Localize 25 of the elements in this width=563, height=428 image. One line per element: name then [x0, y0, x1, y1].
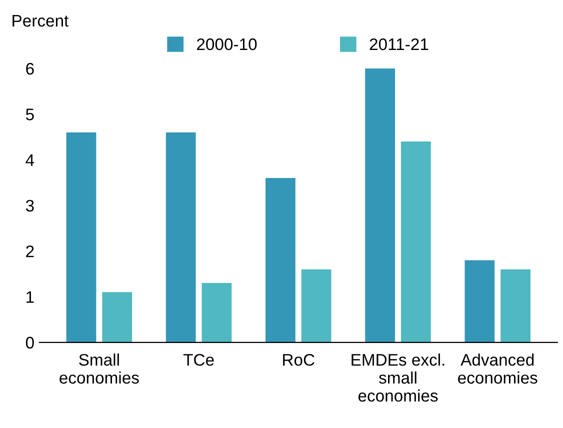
- bar: [365, 68, 396, 342]
- y-tick-label: 0: [26, 336, 34, 349]
- bar: [66, 132, 96, 342]
- y-tick-label: 4: [26, 154, 34, 166]
- y-tick-label: 3: [26, 200, 34, 212]
- y-axis-title: Percent: [12, 15, 69, 27]
- legend-label: 2000-10: [197, 38, 257, 50]
- bar: [464, 260, 495, 342]
- bar: [102, 292, 132, 342]
- bar: [301, 269, 332, 342]
- x-tick-label: RoC: [283, 354, 314, 366]
- bar: [500, 269, 530, 342]
- y-tick-label: 5: [26, 108, 34, 120]
- x-tick-label: TCe: [183, 354, 214, 366]
- x-tick-label: Advanced economies: [458, 354, 538, 384]
- bar: [400, 142, 431, 342]
- bar: [202, 283, 232, 342]
- y-tick-label: 1: [26, 291, 34, 303]
- y-tick-label: 6: [26, 62, 34, 75]
- x-tick-label: Small economies: [60, 354, 139, 384]
- bar: [166, 132, 196, 342]
- bar: [266, 178, 296, 342]
- legend-label: 2011-21: [370, 38, 428, 50]
- x-tick-label: EMDEs excl. small economies: [352, 354, 444, 402]
- y-tick-label: 2: [26, 245, 34, 258]
